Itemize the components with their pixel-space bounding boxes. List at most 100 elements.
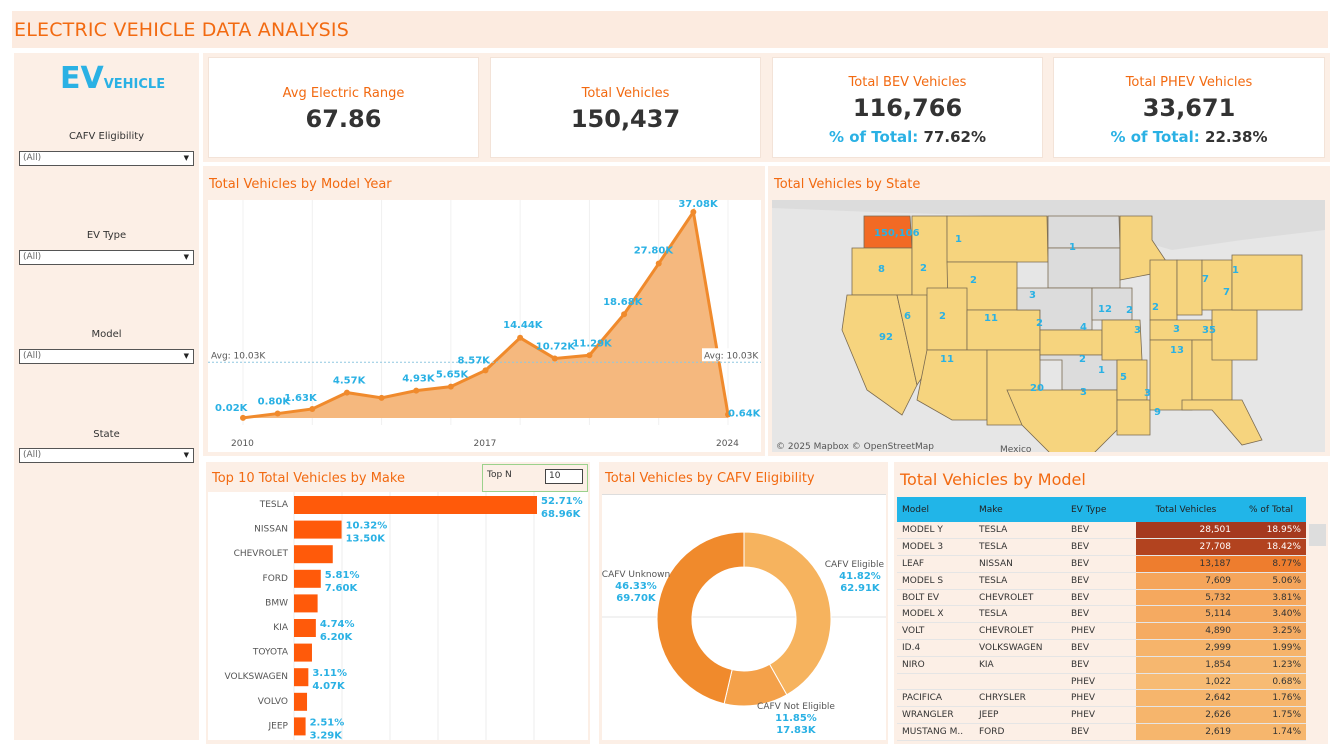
data-label: 10.72K [536, 341, 577, 352]
column-header[interactable]: EV Type [1066, 497, 1136, 522]
topn-label: Top N [487, 470, 512, 480]
bar[interactable] [294, 520, 342, 539]
table-row[interactable]: PHEV 1,022 0.68% [897, 673, 1306, 691]
table-row[interactable]: VOLT CHEVROLET PHEV 4,890 3.25% [897, 622, 1306, 641]
table-row[interactable]: MODEL X TESLA BEV 5,114 3.40% [897, 605, 1306, 624]
table-row[interactable]: MUSTANG M.. FORD BEV 2,619 1.74% [897, 723, 1306, 741]
data-point[interactable] [621, 311, 628, 318]
data-point[interactable] [343, 389, 350, 396]
table-cell: MODEL S [897, 572, 974, 590]
table-row[interactable]: WRANGLER JEEP PHEV 2,626 1.75% [897, 706, 1306, 725]
state-shape[interactable] [1116, 399, 1151, 436]
table-row[interactable]: MODEL Y TESLA BEV 28,501 18.95% [897, 522, 1306, 540]
make-bar-chart[interactable]: TESLA 52.71% 68.96K NISSAN 10.32% 13.50K CHEVR… [208, 492, 588, 741]
bar[interactable] [294, 717, 306, 736]
state-value-label: 11 [984, 313, 998, 324]
filter-value-cafv: (All) [23, 153, 42, 163]
bar[interactable] [294, 569, 321, 588]
bar[interactable] [294, 668, 309, 687]
filter-sidebar: EVVEHICLE CAFV Eligibility (All) ▼ EV Ty… [14, 53, 199, 740]
data-label: 37.08K [678, 200, 719, 210]
table-cell: 1.75% [1236, 706, 1306, 725]
table-row[interactable]: MODEL S TESLA BEV 7,609 5.06% [897, 572, 1306, 590]
slice-name-label: CAFV Unknown [602, 570, 670, 580]
donut-slice[interactable] [656, 531, 745, 705]
state-shape[interactable] [1211, 309, 1258, 361]
state-value-label: 9 [1154, 407, 1161, 418]
table-row[interactable]: ID.4 VOLKSWAGEN BEV 2,999 1.99% [897, 639, 1306, 657]
state-shape[interactable] [1181, 399, 1263, 446]
table-row[interactable]: MODEL 3 TESLA BEV 27,708 18.42% [897, 538, 1306, 557]
average-label-bg [702, 348, 760, 362]
table-row[interactable]: BOLT EV CHEVROLET BEV 5,732 3.81% [897, 589, 1306, 607]
data-label: 0.80K [258, 397, 292, 408]
bar[interactable] [294, 643, 312, 662]
topn-input[interactable]: 10 [545, 469, 583, 484]
data-point[interactable] [447, 383, 454, 390]
bar[interactable] [294, 692, 308, 711]
data-point[interactable] [274, 410, 281, 417]
table-cell: ID.4 [897, 639, 974, 657]
data-point[interactable] [309, 405, 316, 412]
category-label: BMW [265, 598, 288, 608]
cafv-chart-title: Total Vehicles by CAFV Eligibility [605, 471, 815, 486]
bar[interactable] [294, 594, 318, 613]
data-point[interactable] [586, 352, 593, 359]
state-shape[interactable] [916, 349, 988, 421]
filter-dropdown-ev-type[interactable]: (All) ▼ [19, 250, 194, 265]
slice-count-label: 62.91K [840, 583, 881, 594]
state-shape[interactable] [1201, 259, 1233, 311]
state-shape[interactable] [926, 287, 968, 351]
state-shape[interactable] [1176, 259, 1203, 316]
bar[interactable] [294, 545, 333, 564]
data-point[interactable] [482, 367, 489, 374]
data-point[interactable] [378, 394, 385, 401]
table-cell: BEV [1066, 555, 1136, 573]
table-scrollbar[interactable] [1309, 524, 1326, 546]
state-shape[interactable] [966, 309, 1041, 351]
data-point[interactable] [413, 387, 420, 394]
table-cell: 1,022 [1136, 673, 1236, 691]
donut-slice[interactable] [743, 531, 832, 696]
filter-value-state: (All) [23, 450, 42, 460]
data-point[interactable] [690, 209, 697, 215]
column-header[interactable]: Make [974, 497, 1066, 522]
table-cell: WRANGLER [897, 706, 974, 725]
dropdown-arrow-icon: ▼ [183, 253, 189, 261]
filter-dropdown-model[interactable]: (All) ▼ [19, 349, 194, 364]
state-value-label: 3 [1144, 388, 1151, 399]
state-shape[interactable] [1047, 247, 1121, 289]
state-shape[interactable] [1047, 215, 1121, 249]
state-shape[interactable] [946, 215, 1049, 263]
table-row[interactable]: PACIFICA CHRYSLER PHEV 2,642 1.76% [897, 689, 1306, 708]
table-cell: 2,999 [1136, 639, 1236, 657]
model-table-title: Total Vehicles by Model [900, 470, 1086, 489]
table-cell: 1.74% [1236, 723, 1306, 741]
bar-percent-label: 5.81% [325, 570, 360, 581]
data-point[interactable] [725, 411, 731, 418]
ev-logo: EVVEHICLE [60, 61, 165, 96]
state-shape[interactable] [1231, 254, 1303, 311]
table-cell: LEAF [897, 555, 974, 573]
bar[interactable] [294, 619, 316, 637]
column-header[interactable]: Total Vehicles [1136, 497, 1236, 522]
data-point[interactable] [551, 355, 558, 362]
data-point[interactable] [517, 334, 524, 341]
table-cell: NISSAN [974, 555, 1066, 573]
data-point[interactable] [655, 260, 662, 267]
state-shape[interactable] [1039, 329, 1103, 356]
state-value-label: 2 [920, 263, 927, 274]
column-header[interactable]: Model [897, 497, 974, 522]
data-point[interactable] [240, 414, 246, 421]
bar[interactable] [294, 496, 537, 514]
table-row[interactable]: LEAF NISSAN BEV 13,187 8.77% [897, 555, 1306, 573]
column-header[interactable]: % of Total [1236, 497, 1306, 522]
table-row[interactable]: NIRO KIA BEV 1,854 1.23% [897, 656, 1306, 674]
state-value-label: 12 [1098, 304, 1112, 315]
table-cell: BEV [1066, 522, 1136, 540]
filter-dropdown-state[interactable]: (All) ▼ [19, 448, 194, 463]
filter-dropdown-cafv[interactable]: (All) ▼ [19, 151, 194, 166]
